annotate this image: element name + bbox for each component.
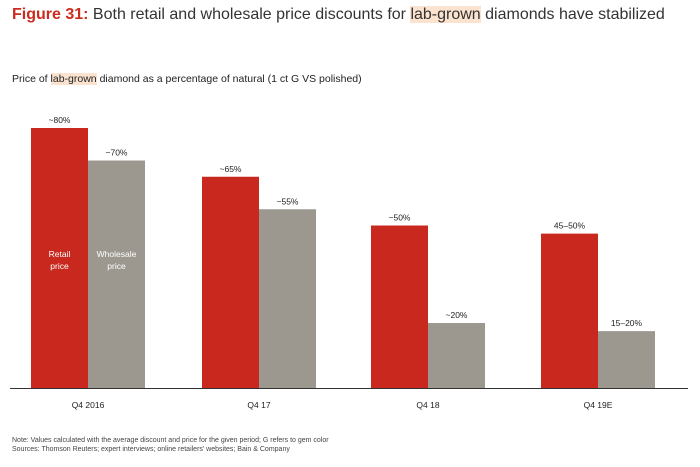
x-tick-label-3: Q4 19E [584,400,613,410]
data-label-retail-1: ~65% [220,164,242,174]
chart-subtitle-after: diamond as a percentage of natural (1 ct… [99,73,362,85]
bar-retail-3 [541,233,598,388]
figure-title-text-before: Both retail and wholesale price discount… [92,6,406,23]
data-label-wholesale-2: ~20% [446,310,468,320]
legend-retail-line-0: Retail [49,249,71,259]
bar-wholesale-2 [428,323,485,388]
figure-title-highlight: lab-grown [410,6,481,23]
data-label-wholesale-1: ~55% [277,196,299,206]
note-text: Note: Values calculated with the average… [12,437,329,444]
x-tick-label-2: Q4 18 [416,400,439,410]
chart-subtitle: Price of lab-grown diamond as a percenta… [12,73,362,85]
sources-text: Sources: Thomson Reuters; expert intervi… [12,446,290,453]
x-tick-label-0: Q4 2016 [72,400,105,410]
x-tick-label-1: Q4 17 [247,400,270,410]
chart-notes: Note: Values calculated with the average… [12,436,329,454]
figure-title-text-after: diamonds have stabilized [485,6,665,23]
figure-title: Figure 31: Both retail and wholesale pri… [12,6,665,24]
bar-wholesale-3 [598,331,655,388]
chart-subtitle-highlight: lab-grown [50,73,97,85]
legend-wholesale-line-0: Wholesale [97,249,137,259]
figure-number: Figure 31: [12,6,89,23]
data-label-retail-0: ~80% [49,115,71,125]
data-label-wholesale-3: 15–20% [611,318,643,328]
legend-wholesale-line-1: price [107,261,126,271]
bar-wholesale-0 [88,160,145,388]
data-label-retail-2: ~50% [389,213,411,223]
chart-subtitle-before: Price of [12,73,48,85]
bar-retail-1 [202,176,259,388]
data-label-wholesale-0: ~70% [106,148,128,158]
bar-wholesale-1 [259,209,316,388]
bar-retail-0 [31,128,88,388]
legend-retail-line-1: price [50,261,69,271]
bar-retail-2 [371,225,428,388]
data-label-retail-3: 45–50% [554,221,586,231]
